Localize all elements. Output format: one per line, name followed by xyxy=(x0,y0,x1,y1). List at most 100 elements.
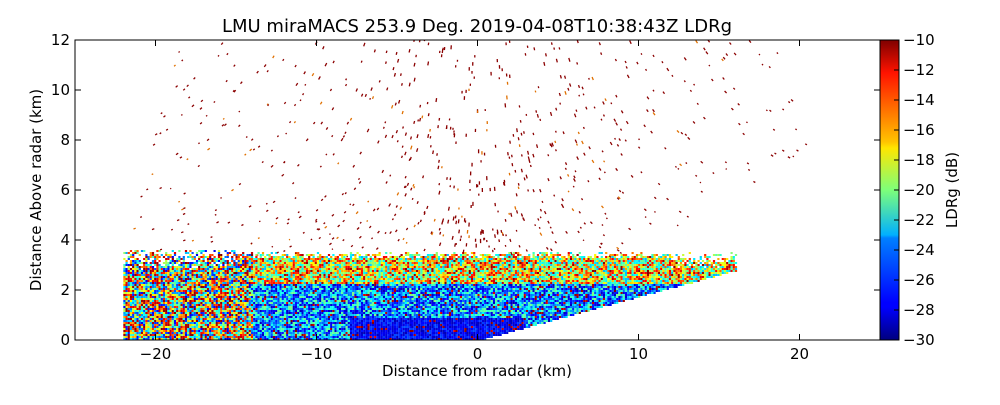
ldr-cell xyxy=(492,274,496,276)
ldr-cell xyxy=(651,286,654,288)
ldr-cell xyxy=(343,288,346,290)
ldr-cell xyxy=(684,274,687,276)
ldr-cell xyxy=(569,284,573,286)
ldr-cell xyxy=(418,282,421,284)
ldr-cell xyxy=(563,272,566,274)
ldr-cell xyxy=(380,270,383,272)
ldr-cell xyxy=(453,258,456,260)
ldr-cell xyxy=(272,268,276,270)
ldr-cell xyxy=(497,286,500,288)
ldr-cell xyxy=(446,280,449,282)
ldr-cell xyxy=(649,284,652,286)
ldr-cell xyxy=(136,260,139,262)
ldr-cell xyxy=(444,276,447,278)
ldr-cell xyxy=(541,274,544,276)
ldr-cell xyxy=(167,254,170,256)
ldr-cell xyxy=(264,278,267,280)
ldr-cell xyxy=(239,288,243,290)
ldr-cell xyxy=(611,262,614,264)
ldr-cell xyxy=(732,270,735,272)
ldr-cell xyxy=(497,268,500,270)
ldr-cell xyxy=(578,266,581,268)
ldr-cell xyxy=(554,274,557,276)
ldr-cell xyxy=(662,272,665,274)
ldr-cell xyxy=(226,268,229,270)
ldr-cell xyxy=(660,258,663,260)
ldr-cell xyxy=(501,284,504,286)
ldr-cell xyxy=(378,286,381,288)
ldr-cell xyxy=(660,288,663,290)
ldr-cell xyxy=(354,272,357,274)
ldr-cell xyxy=(462,274,465,276)
ldr-cell xyxy=(442,260,445,262)
ldr-cell xyxy=(565,286,568,288)
ldr-cell xyxy=(627,284,630,286)
ldr-cell xyxy=(244,262,247,264)
ldr-cell xyxy=(189,266,192,268)
ldr-cell xyxy=(611,260,614,262)
ldr-cell xyxy=(277,272,280,274)
ldr-cell xyxy=(398,258,401,260)
ldr-cell xyxy=(501,276,504,278)
ldr-cell xyxy=(525,272,529,274)
ldr-cell xyxy=(310,284,313,286)
ldr-cell xyxy=(642,258,645,260)
ldr-cell xyxy=(380,292,383,294)
ldr-cell xyxy=(679,264,683,266)
ldr-cell xyxy=(189,282,192,284)
ldr-cell xyxy=(591,272,595,274)
ldr-cell xyxy=(433,290,436,292)
ldr-cell xyxy=(486,266,489,268)
ldr-cell xyxy=(338,266,342,268)
ldr-cell xyxy=(567,268,570,270)
ldr-cell xyxy=(266,282,269,284)
ldr-cell xyxy=(699,258,702,260)
ldr-cell xyxy=(682,258,685,260)
ldr-cell xyxy=(347,278,350,280)
ldr-cell xyxy=(589,284,592,286)
ldr-cell xyxy=(246,264,249,266)
ldr-cell xyxy=(180,292,183,294)
ldr-cell xyxy=(618,288,621,290)
ldr-cell xyxy=(580,276,584,278)
ldr-cell xyxy=(563,260,566,262)
ldr-cell xyxy=(510,280,513,282)
ldr-cell xyxy=(488,272,491,274)
ldr-cell xyxy=(484,270,487,272)
ldr-cell xyxy=(261,270,265,272)
ldr-cell xyxy=(622,260,625,262)
ldr-cell xyxy=(171,260,174,262)
ldr-cell xyxy=(134,266,137,268)
ldr-cell xyxy=(327,274,331,276)
ldr-cell xyxy=(288,256,291,258)
ldr-cell xyxy=(411,260,414,262)
ldr-cell xyxy=(640,262,643,264)
ldr-cell xyxy=(418,266,421,268)
ldr-cell xyxy=(305,270,309,272)
ldr-cell xyxy=(728,260,731,262)
ldr-cell xyxy=(426,288,430,290)
ldr-cell xyxy=(347,292,350,294)
ldr-cell xyxy=(596,262,599,264)
ldr-cell xyxy=(158,278,161,280)
ldr-cell xyxy=(378,254,381,256)
ldr-cell xyxy=(244,284,247,286)
ldr-cell xyxy=(444,262,447,264)
ldr-cell xyxy=(147,266,150,268)
ldr-cell xyxy=(642,262,645,264)
ldr-cell xyxy=(127,292,130,294)
ldr-cell xyxy=(299,256,302,258)
ldr-cell xyxy=(576,262,579,264)
ldr-cell xyxy=(290,280,293,282)
ldr-cell xyxy=(215,280,218,282)
ldr-cell xyxy=(312,280,315,282)
ldr-cell xyxy=(594,270,597,272)
ldr-cell xyxy=(151,288,155,290)
ldr-cell xyxy=(165,290,168,292)
ldr-cell xyxy=(136,272,139,274)
ldr-cell xyxy=(583,276,586,278)
ldr-cell xyxy=(158,270,161,272)
ldr-cell xyxy=(561,274,564,276)
ldr-cell xyxy=(437,258,441,260)
ldr-cell xyxy=(235,284,238,286)
